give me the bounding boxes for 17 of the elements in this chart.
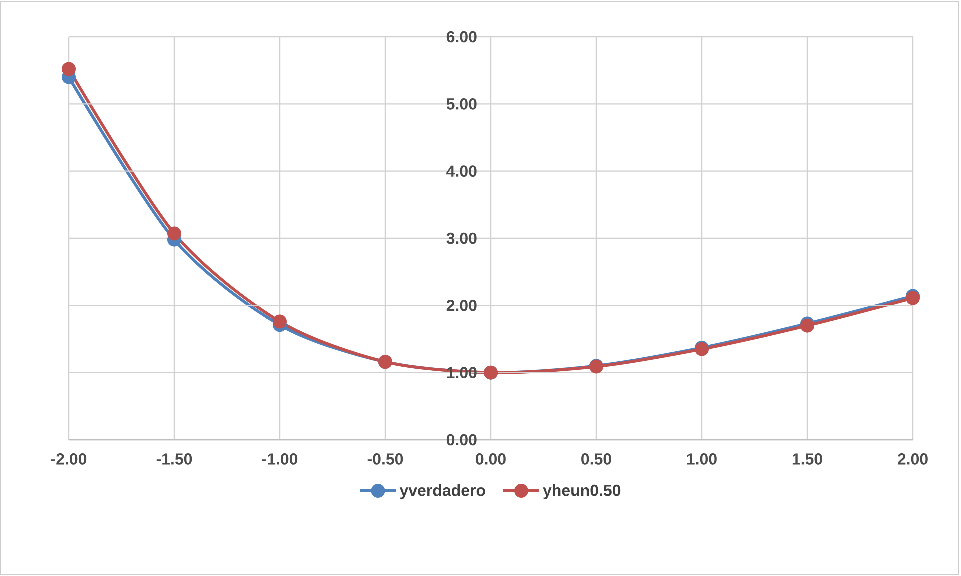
x-tick-label: -0.50 — [368, 454, 404, 465]
x-tick-label: -2.00 — [51, 454, 87, 465]
legend-label: yheun0.50 — [543, 484, 621, 500]
legend-label: yverdadero — [400, 484, 486, 500]
y-tick-label: 3.00 — [446, 232, 477, 244]
x-tick-label: -1.50 — [156, 454, 192, 465]
x-tick-label: 1.00 — [687, 454, 717, 465]
y-tick-label: 5.00 — [446, 98, 477, 110]
y-tick-label: 0.00 — [446, 434, 477, 446]
x-tick-label: 1.50 — [792, 454, 822, 465]
x-tick-label: 0.50 — [582, 454, 612, 465]
y-tick-label: 4.00 — [446, 166, 477, 177]
y-tick-label: 6.00 — [446, 31, 477, 43]
x-tick-label: 0.00 — [476, 454, 506, 465]
x-tick-label: -1.00 — [262, 454, 298, 465]
y-tick-label: 2.00 — [446, 300, 477, 312]
x-tick-label: 2.00 — [898, 454, 928, 465]
